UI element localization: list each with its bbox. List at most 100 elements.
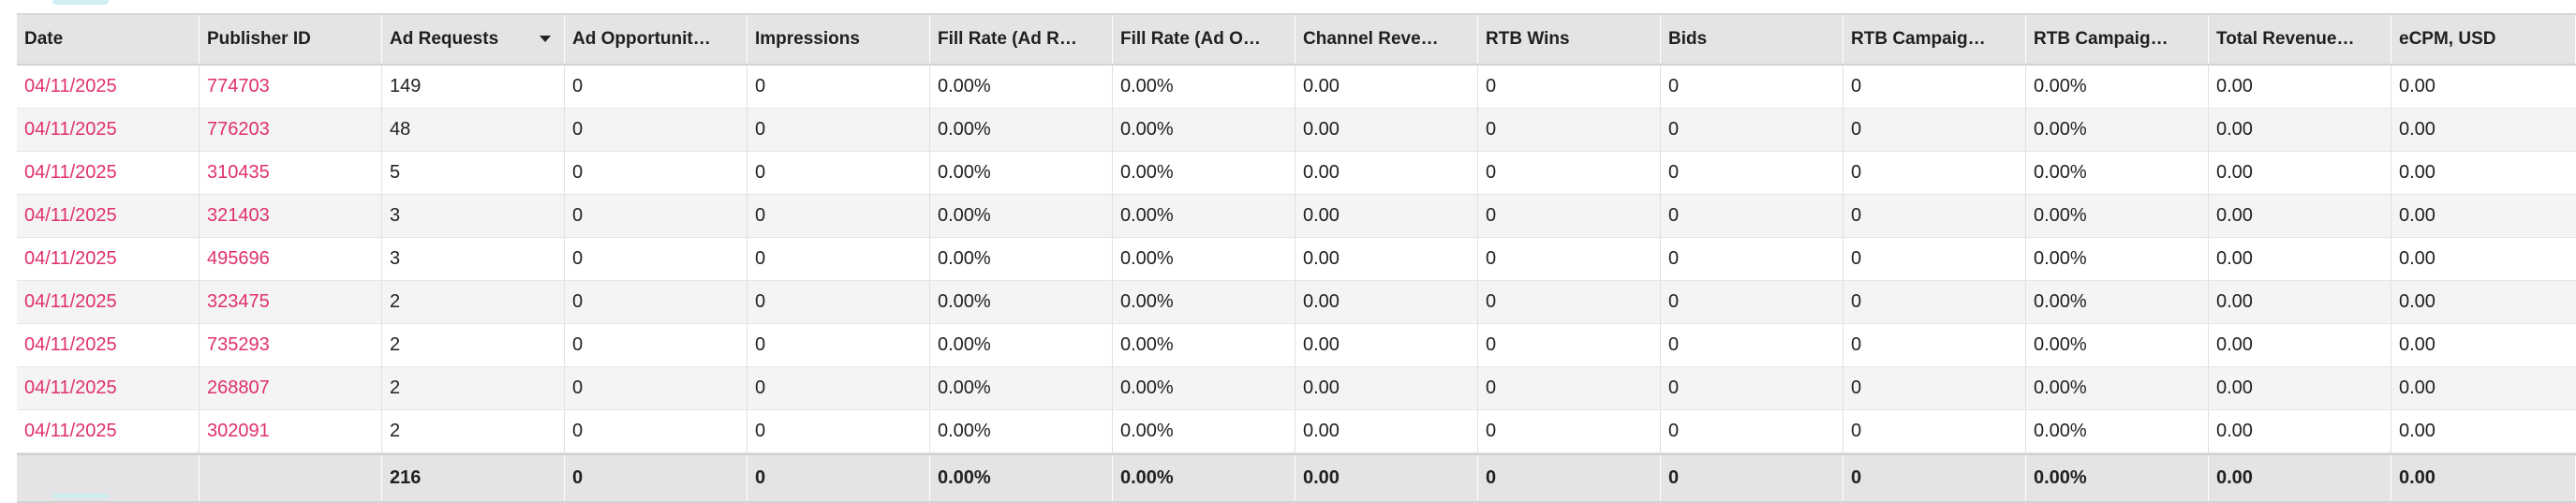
totals-cell: 0 (1843, 455, 2026, 501)
table-cell: 0.00 (2209, 410, 2391, 452)
table-cell: 0.00 (2399, 421, 2435, 441)
date-link[interactable]: 04/11/2025 (24, 205, 117, 226)
table-cell: 0 (1478, 281, 1661, 323)
table-cell: 0.00% (930, 281, 1113, 323)
column-header-fill-rate-opportunities[interactable]: Fill Rate (Ad O… (1113, 15, 1295, 64)
publisher-id-cell[interactable]: 321403 (200, 195, 382, 237)
date-cell[interactable]: 04/11/2025 (17, 367, 200, 409)
table-cell: 0 (565, 367, 748, 409)
totals-cell: 216 (382, 455, 565, 501)
publisher-id-link[interactable]: 735293 (207, 334, 270, 355)
table-cell: 0.00% (2026, 109, 2209, 151)
totals-cell: 0.00 (2391, 455, 2576, 501)
table-cell: 0.00 (1295, 410, 1478, 452)
horizontal-scrollbar-bottom[interactable] (52, 494, 109, 498)
column-header-total-revenue[interactable]: Total Revenue… (2209, 15, 2391, 64)
table-row: 04/11/2025 495696 3 0 0 0.00% 0.00% 0.00… (17, 238, 2576, 281)
table-cell: 0 (1843, 238, 2026, 280)
date-cell[interactable]: 04/11/2025 (17, 66, 200, 108)
table-cell: 0 (565, 109, 748, 151)
publisher-id-link[interactable]: 323475 (207, 291, 270, 312)
totals-cell (17, 455, 200, 501)
column-header-ad-requests[interactable]: Ad Requests (382, 15, 565, 64)
column-header-bids[interactable]: Bids (1661, 15, 1843, 64)
chevron-down-icon[interactable] (540, 36, 551, 42)
table-cell: 0.00% (2026, 410, 2209, 452)
table-cell: 0.00% (930, 324, 1113, 366)
table-cell: 0.00% (1113, 410, 1295, 452)
table-cell: 0 (565, 195, 748, 237)
publisher-id-cell[interactable]: 735293 (200, 324, 382, 366)
table-cell: 0.00% (2026, 281, 2209, 323)
date-link[interactable]: 04/11/2025 (24, 119, 117, 140)
table-cell: 0 (1478, 109, 1661, 151)
publisher-id-link[interactable]: 495696 (207, 248, 270, 269)
table-cell: 0.00 (1295, 109, 1478, 151)
publisher-id-link[interactable]: 302091 (207, 421, 270, 441)
date-link[interactable]: 04/11/2025 (24, 334, 117, 355)
table-cell: 0 (748, 367, 930, 409)
table-cell: 0 (1661, 66, 1843, 108)
table-cell: 0.00 (1295, 367, 1478, 409)
table-cell: 0.00 (2209, 152, 2391, 194)
table-cell: 0 (1843, 152, 2026, 194)
date-cell[interactable]: 04/11/2025 (17, 324, 200, 366)
column-header-fill-rate-requests[interactable]: Fill Rate (Ad R… (930, 15, 1113, 64)
publisher-id-link[interactable]: 310435 (207, 162, 270, 183)
column-header-rtb-campaign-2[interactable]: RTB Campaig… (2026, 15, 2209, 64)
column-header-ecpm[interactable]: eCPM, USD (2391, 15, 2576, 64)
date-cell[interactable]: 04/11/2025 (17, 109, 200, 151)
totals-cell: 0 (1661, 455, 1843, 501)
table-cell: 0.00 (2399, 377, 2435, 398)
publisher-id-cell[interactable]: 495696 (200, 238, 382, 280)
table-cell: 0.00% (1113, 195, 1295, 237)
table-row: 04/11/2025 321403 3 0 0 0.00% 0.00% 0.00… (17, 195, 2576, 238)
date-link[interactable]: 04/11/2025 (24, 76, 117, 96)
publisher-id-link[interactable]: 776203 (207, 119, 270, 140)
column-header-ad-opportunities[interactable]: Ad Opportunit… (565, 15, 748, 64)
table-cell: 0.00% (1113, 324, 1295, 366)
publisher-id-link[interactable]: 268807 (207, 377, 270, 398)
column-header-rtb-wins[interactable]: RTB Wins (1478, 15, 1661, 64)
table-cell: 0.00 (2209, 324, 2391, 366)
date-link[interactable]: 04/11/2025 (24, 291, 117, 312)
table-cell: 0 (1843, 410, 2026, 452)
date-cell[interactable]: 04/11/2025 (17, 281, 200, 323)
table-cell: 0 (565, 66, 748, 108)
totals-cell: 0.00% (2026, 455, 2209, 501)
column-header-impressions[interactable]: Impressions (748, 15, 930, 64)
column-header-date[interactable]: Date (17, 15, 200, 64)
publisher-id-cell[interactable]: 268807 (200, 367, 382, 409)
table-cell: 2 (382, 367, 565, 409)
table-cell: 0.00% (2026, 66, 2209, 108)
date-link[interactable]: 04/11/2025 (24, 421, 117, 441)
table-cell: 0.00% (2026, 195, 2209, 237)
table-cell: 3 (382, 238, 565, 280)
date-cell[interactable]: 04/11/2025 (17, 152, 200, 194)
publisher-id-cell[interactable]: 302091 (200, 410, 382, 452)
publisher-id-link[interactable]: 321403 (207, 205, 270, 226)
table-cell: 0 (748, 195, 930, 237)
date-link[interactable]: 04/11/2025 (24, 162, 117, 183)
column-header-channel-revenue[interactable]: Channel Reve… (1295, 15, 1478, 64)
date-cell[interactable]: 04/11/2025 (17, 195, 200, 237)
publisher-id-cell[interactable]: 774703 (200, 66, 382, 108)
date-cell[interactable]: 04/11/2025 (17, 238, 200, 280)
publisher-id-cell[interactable]: 323475 (200, 281, 382, 323)
column-header-publisher-id[interactable]: Publisher ID (200, 15, 382, 64)
table-cell: 0.00% (1113, 66, 1295, 108)
table-cell: 0.00% (930, 367, 1113, 409)
publisher-id-link[interactable]: 774703 (207, 76, 270, 96)
date-link[interactable]: 04/11/2025 (24, 377, 117, 398)
publisher-id-cell[interactable]: 310435 (200, 152, 382, 194)
horizontal-scrollbar-top[interactable] (52, 0, 109, 5)
table-cell: 0.00% (2026, 238, 2209, 280)
date-link[interactable]: 04/11/2025 (24, 248, 117, 269)
table-cell: 0 (565, 152, 748, 194)
column-header-rtb-campaign-1[interactable]: RTB Campaig… (1843, 15, 2026, 64)
publisher-id-cell[interactable]: 776203 (200, 109, 382, 151)
table-cell: 0 (748, 109, 930, 151)
totals-row: 216 0 0 0.00% 0.00% 0.00 0 0 0 0.00% 0.0… (17, 453, 2576, 503)
table-cell: 0.00 (2399, 76, 2435, 96)
date-cell[interactable]: 04/11/2025 (17, 410, 200, 452)
